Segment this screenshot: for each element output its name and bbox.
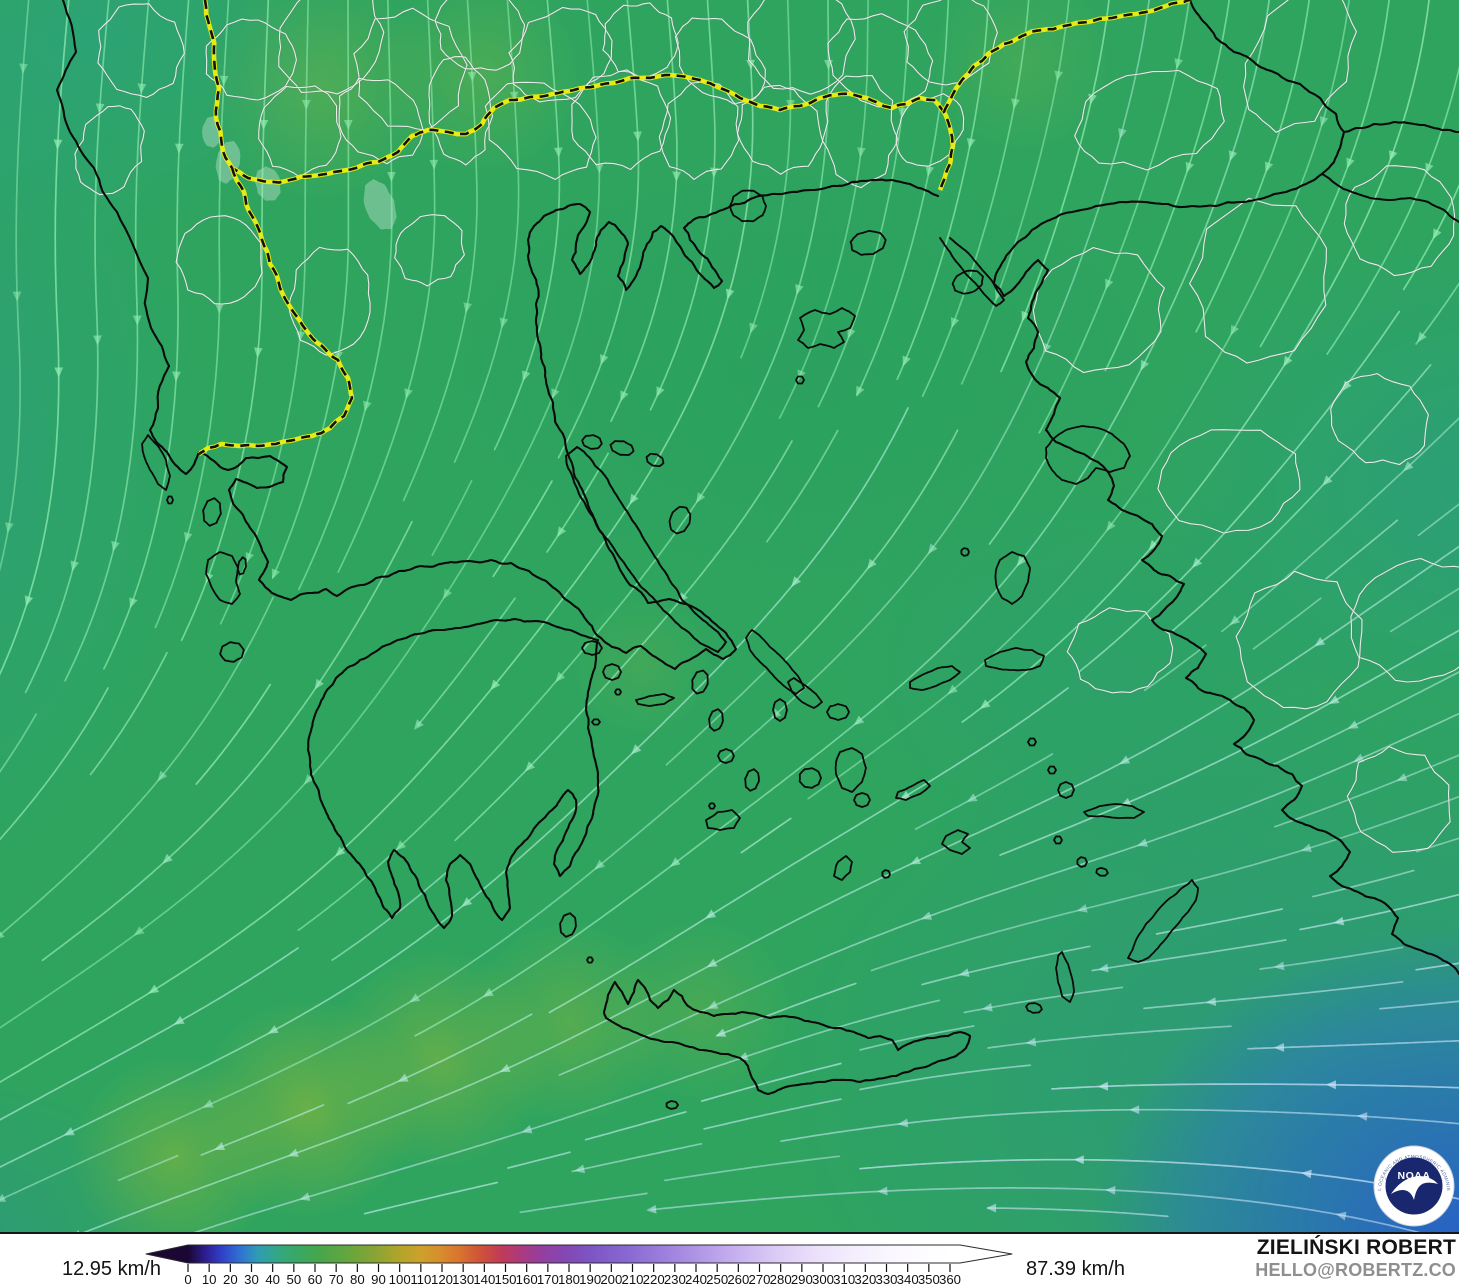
svg-text:60: 60 bbox=[308, 1272, 323, 1287]
svg-text:180: 180 bbox=[558, 1272, 580, 1287]
svg-text:250: 250 bbox=[706, 1272, 728, 1287]
svg-text:340: 340 bbox=[897, 1272, 919, 1287]
attribution: ZIELIŃSKI ROBERT HELLO@ROBERTZ.CO bbox=[1255, 1236, 1456, 1281]
svg-text:190: 190 bbox=[579, 1272, 601, 1287]
svg-text:280: 280 bbox=[770, 1272, 792, 1287]
svg-text:120: 120 bbox=[431, 1272, 453, 1287]
svg-text:160: 160 bbox=[516, 1272, 538, 1287]
wind-streamline-map: NATIONAL OCEANIC AND ATMOSPHERIC ADMINIS… bbox=[0, 0, 1459, 1234]
svg-text:260: 260 bbox=[727, 1272, 749, 1287]
noaa-logo: NATIONAL OCEANIC AND ATMOSPHERIC ADMINIS… bbox=[1373, 1145, 1455, 1227]
map-art-layer: NATIONAL OCEANIC AND ATMOSPHERIC ADMINIS… bbox=[0, 0, 1459, 1232]
svg-text:320: 320 bbox=[854, 1272, 876, 1287]
max-speed-label: 87.39 km/h bbox=[1026, 1258, 1125, 1280]
svg-text:100: 100 bbox=[389, 1272, 411, 1287]
svg-text:30: 30 bbox=[244, 1272, 259, 1287]
svg-text:230: 230 bbox=[664, 1272, 686, 1287]
svg-text:210: 210 bbox=[621, 1272, 643, 1287]
svg-text:70: 70 bbox=[329, 1272, 344, 1287]
color-scale: 0 10 20 30 40 50 60 70 80 90 100 110 120 130 140 150 160… bbox=[145, 1244, 1013, 1287]
svg-text:80: 80 bbox=[350, 1272, 365, 1287]
svg-text:170: 170 bbox=[537, 1272, 559, 1287]
svg-text:0: 0 bbox=[184, 1272, 191, 1287]
svg-text:300: 300 bbox=[812, 1272, 834, 1287]
svg-text:360: 360 bbox=[939, 1272, 961, 1287]
svg-text:350: 350 bbox=[918, 1272, 940, 1287]
svg-text:50: 50 bbox=[286, 1272, 301, 1287]
svg-text:240: 240 bbox=[685, 1272, 707, 1287]
attribution-email: HELLO@ROBERTZ.CO bbox=[1255, 1260, 1456, 1281]
svg-text:220: 220 bbox=[643, 1272, 665, 1287]
svg-text:140: 140 bbox=[473, 1272, 495, 1287]
svg-text:270: 270 bbox=[748, 1272, 770, 1287]
svg-text:40: 40 bbox=[265, 1272, 280, 1287]
svg-text:130: 130 bbox=[452, 1272, 474, 1287]
min-speed-label: 12.95 km/h bbox=[62, 1258, 161, 1280]
svg-text:20: 20 bbox=[223, 1272, 238, 1287]
svg-text:90: 90 bbox=[371, 1272, 386, 1287]
svg-text:110: 110 bbox=[410, 1272, 431, 1287]
legend-bar: 12.95 km/h 0 10 20 30 40 50 60 70 80 90 100 110 120 1… bbox=[0, 1234, 1459, 1287]
attribution-name: ZIELIŃSKI ROBERT bbox=[1256, 1236, 1456, 1259]
svg-text:200: 200 bbox=[600, 1272, 622, 1287]
svg-text:330: 330 bbox=[875, 1272, 897, 1287]
svg-text:310: 310 bbox=[833, 1272, 855, 1287]
svg-text:290: 290 bbox=[791, 1272, 813, 1287]
svg-text:10: 10 bbox=[202, 1272, 217, 1287]
svg-text:150: 150 bbox=[494, 1272, 516, 1287]
